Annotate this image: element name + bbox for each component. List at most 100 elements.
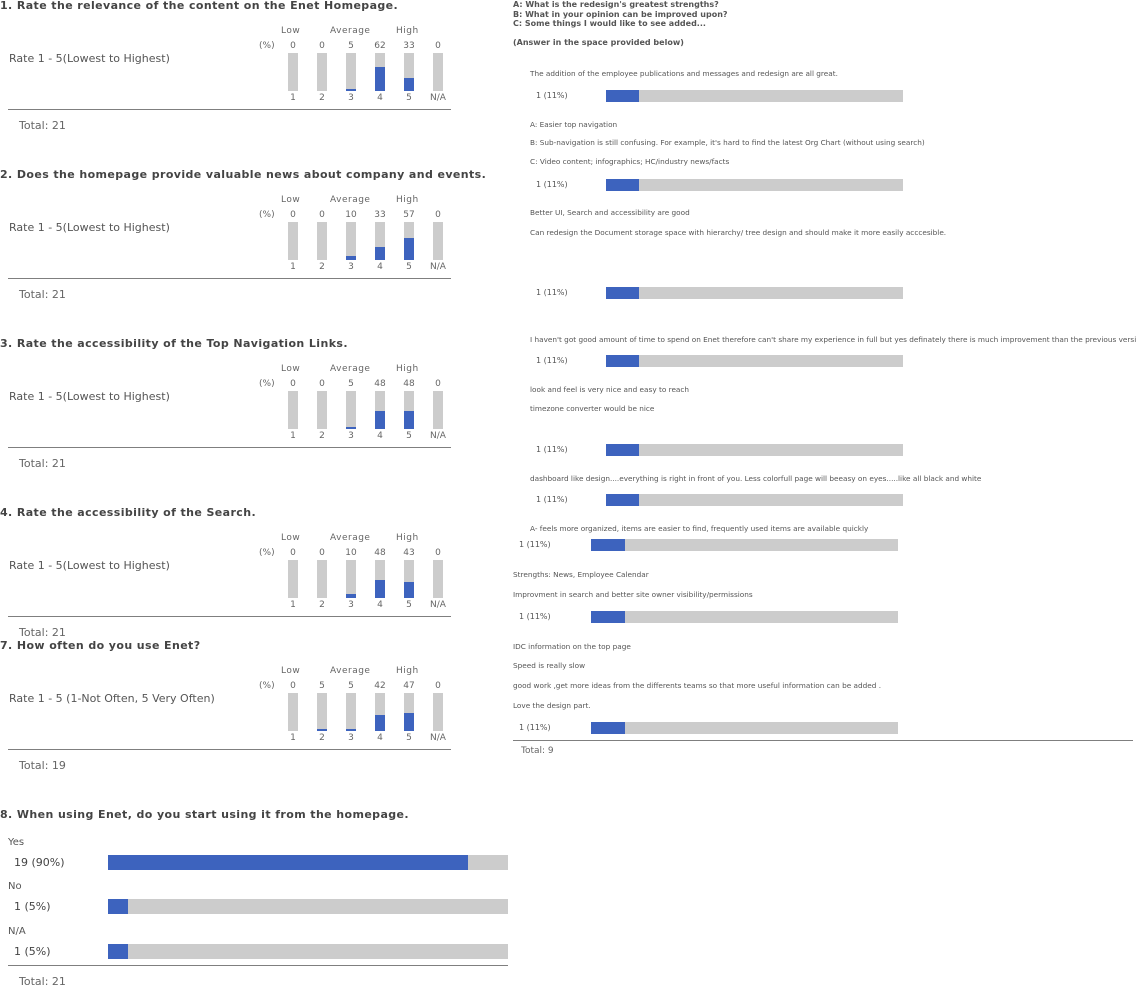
response-count: 1 (11%): [519, 540, 551, 549]
bar-track: [375, 391, 385, 429]
x-tick-label: 4: [377, 431, 383, 441]
total-count: Total: 21: [19, 119, 66, 132]
x-tick-label: 1: [290, 733, 296, 743]
bar-track: [108, 855, 508, 870]
bar-response: [606, 287, 639, 299]
rate-label: Rate 1 - 5(Lowest to Highest): [9, 390, 170, 403]
x-tick-label: 4: [377, 93, 383, 103]
bar-4: [375, 67, 385, 91]
high-label: High: [396, 195, 419, 205]
high-label: High: [396, 533, 419, 543]
divider: [8, 749, 451, 750]
low-label: Low: [281, 26, 301, 36]
bar-3: [346, 89, 356, 91]
x-tick-label: 4: [377, 600, 383, 610]
total-count: Total: 9: [521, 746, 554, 756]
bar-5: [404, 581, 414, 598]
response-text: Love the design part.: [513, 701, 591, 710]
header-line: A: What is the redesign's greatest stren…: [513, 0, 719, 9]
response-count: 1 (11%): [536, 356, 568, 365]
high-label: High: [396, 26, 419, 36]
bar-track: [317, 560, 327, 598]
bar-track: [375, 53, 385, 91]
x-tick-label: 5: [406, 93, 412, 103]
x-tick-label: 3: [348, 93, 354, 103]
percent-value: 0: [435, 41, 441, 51]
response-text: timezone converter would be nice: [530, 404, 655, 413]
bar-track: [591, 539, 898, 551]
response-count: 1 (11%): [536, 180, 568, 189]
bar-track: [433, 391, 443, 429]
bar-track: [606, 90, 903, 102]
rate-label: Rate 1 - 5 (1-Not Often, 5 Very Often): [9, 692, 215, 705]
response-text: Better UI, Search and accessibility are …: [530, 208, 690, 217]
bar-no: [108, 899, 128, 914]
x-tick-label: 1: [290, 431, 296, 441]
x-tick-label: 4: [377, 733, 383, 743]
x-tick-label: 5: [406, 733, 412, 743]
bar-response: [591, 611, 625, 623]
total-count: Total: 21: [19, 457, 66, 470]
percent-value: 5: [348, 379, 354, 389]
low-label: Low: [281, 666, 301, 676]
bar-track: [433, 560, 443, 598]
question-title: 3. Rate the accessibility of the Top Nav…: [0, 337, 348, 350]
bar-track: [404, 693, 414, 731]
bar-track: [404, 560, 414, 598]
bar-track: [404, 53, 414, 91]
option-count: 19 (90%): [14, 856, 65, 869]
bar-track: [288, 222, 298, 260]
bar-track: [346, 693, 356, 731]
percent-value: 0: [435, 548, 441, 558]
response-text: IDC information on the top page: [513, 642, 631, 651]
bar-5: [404, 410, 414, 429]
bar-track: [375, 222, 385, 260]
response-text: dashboard like design....everything is r…: [530, 474, 982, 483]
average-label: Average: [330, 364, 371, 374]
x-tick-label: N/A: [430, 733, 446, 743]
bar-3: [346, 594, 356, 598]
response-count: 1 (11%): [536, 495, 568, 504]
total-count: Total: 21: [19, 975, 66, 988]
bar-5: [404, 713, 414, 731]
percent-value: 33: [403, 41, 415, 51]
x-tick-label: 4: [377, 262, 383, 272]
bar-5: [404, 78, 414, 91]
response-text: I haven't got good amount of time to spe…: [530, 335, 1136, 344]
bar-track: [606, 287, 903, 299]
bar-track: [317, 693, 327, 731]
percent-value: 47: [403, 681, 415, 691]
average-label: Average: [330, 533, 371, 543]
option-count: 1 (5%): [14, 945, 51, 958]
response-text: A- feels more organized, items are easie…: [530, 524, 869, 533]
high-label: High: [396, 666, 419, 676]
bar-response: [606, 90, 639, 102]
response-count: 1 (11%): [519, 612, 551, 621]
question-title: 2. Does the homepage provide valuable ne…: [0, 168, 487, 181]
bar-track: [288, 693, 298, 731]
bar-track: [606, 355, 903, 367]
bar-track: [346, 222, 356, 260]
percent-value: 10: [345, 548, 357, 558]
percent-value: 0: [319, 548, 325, 558]
option-count: 1 (5%): [14, 900, 51, 913]
percent-axis-label: (%): [259, 210, 275, 220]
x-tick-label: 2: [319, 431, 325, 441]
percent-value: 0: [290, 379, 296, 389]
percent-axis-label: (%): [259, 681, 275, 691]
bar-yes: [108, 855, 468, 870]
response-text: good work ,get more ideas from the diffe…: [513, 681, 882, 690]
divider: [8, 965, 508, 966]
divider: [513, 740, 1133, 741]
response-text: Speed is really slow: [513, 661, 586, 670]
x-tick-label: N/A: [430, 262, 446, 272]
bar-response: [606, 179, 639, 191]
percent-value: 48: [374, 379, 386, 389]
bar-track: [288, 391, 298, 429]
x-tick-label: 3: [348, 733, 354, 743]
bar-5: [404, 238, 414, 260]
percent-value: 10: [345, 210, 357, 220]
bar-track: [591, 722, 898, 734]
bar-4: [375, 579, 385, 598]
bar-response: [606, 355, 639, 367]
